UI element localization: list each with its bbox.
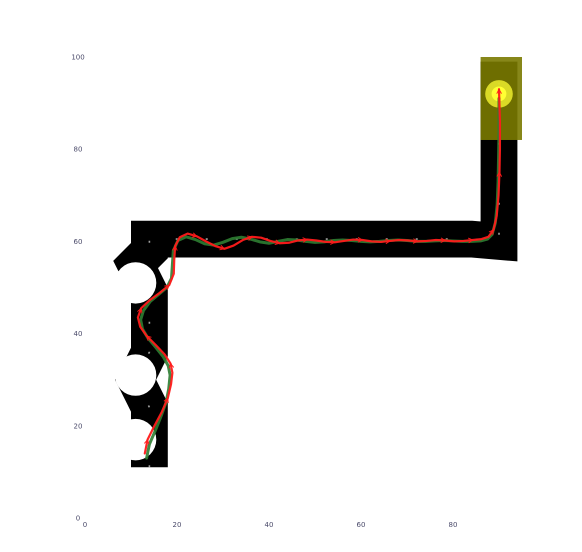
series-line (136, 88, 502, 455)
y-tick-label: 80 (74, 146, 83, 154)
y-tick-label: 20 (74, 422, 83, 430)
series-point (172, 245, 178, 251)
series-point (412, 238, 419, 244)
series-point (145, 335, 152, 341)
track-notch (114, 262, 157, 304)
track-corridor (113, 61, 518, 468)
series-point (496, 88, 502, 94)
y-tick-label: 0 (76, 515, 80, 523)
x-axis-ticks: 0 20 40 60 80 (83, 521, 458, 529)
y-tick-label: 100 (71, 54, 84, 62)
y-tick-label: 40 (74, 330, 83, 338)
series-point (168, 362, 175, 369)
x-tick-label: 20 (173, 521, 182, 529)
series-point (440, 237, 447, 244)
series-line (139, 96, 501, 460)
y-tick-label: 60 (74, 238, 83, 246)
goal-layer (480, 57, 522, 140)
series-point (219, 244, 226, 251)
track-notch (114, 354, 157, 396)
y-axis-ticks: 0 20 40 60 80 100 (71, 54, 84, 523)
series-point (302, 237, 309, 243)
series-point (467, 237, 474, 244)
series-point (137, 307, 143, 314)
series-point (246, 235, 253, 241)
series-point (496, 171, 503, 177)
x-tick-label: 80 (449, 521, 458, 529)
x-tick-label: 40 (265, 521, 274, 529)
x-tick-label: 0 (83, 521, 87, 529)
series-point (357, 237, 364, 243)
series-point (164, 284, 170, 290)
series-layer (136, 88, 503, 460)
series-point (274, 239, 281, 245)
track-tile-lines (134, 61, 500, 468)
x-tick-label: 60 (357, 521, 366, 529)
series-point (385, 238, 391, 245)
series-point (330, 239, 336, 245)
series-point (488, 229, 495, 235)
series-point (144, 438, 150, 445)
series-point (191, 232, 198, 238)
series-point (163, 397, 169, 404)
